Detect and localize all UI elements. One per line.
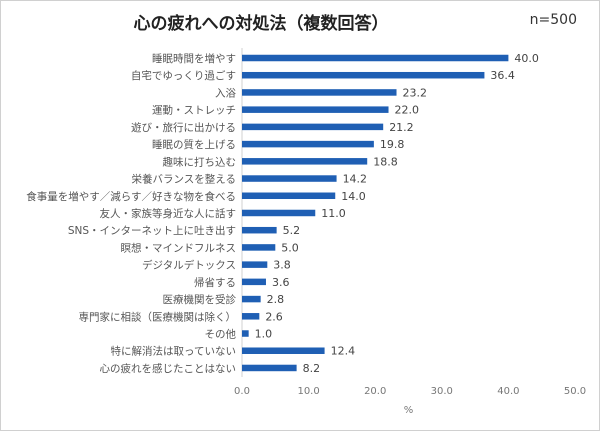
bar: [242, 330, 249, 337]
bar: [242, 364, 297, 372]
category-label: 運動・ストレッチ: [152, 104, 236, 117]
bar: [242, 158, 368, 165]
bar: [242, 54, 509, 62]
category-label: 栄養バランスを整える: [132, 173, 236, 186]
x-tick-label: 40.0: [497, 386, 519, 397]
bar: [242, 140, 374, 148]
bar: [242, 244, 276, 251]
category-label: 医療機関を受診: [163, 293, 237, 306]
category-label: 睡眠時間を増やす: [152, 52, 236, 65]
category-label: 瞑想・マインドフルネス: [121, 241, 237, 254]
category-label: SNS・インターネット上に吐き出す: [68, 224, 236, 237]
category-label: 食事量を増やす／減らす／好きな物を食べる: [26, 190, 236, 203]
bar: [242, 89, 397, 96]
category-label: 入浴: [215, 87, 236, 99]
x-tick-label: 30.0: [431, 386, 453, 397]
x-tick-label: 20.0: [364, 386, 386, 397]
bar: [242, 295, 261, 303]
category-label: 自宅でゆっくり過ごす: [131, 69, 236, 82]
category-label: デジタルデトックス: [142, 259, 236, 272]
data-label: 23.2: [403, 86, 428, 99]
bar: [242, 347, 325, 354]
bar: [242, 313, 260, 320]
category-label: 趣味に打ち込む: [163, 155, 237, 168]
data-label: 5.0: [281, 241, 299, 254]
data-label: 3.6: [272, 276, 290, 289]
data-label: 1.0: [255, 328, 273, 341]
data-label: 19.8: [380, 138, 405, 151]
x-axis-label: %: [404, 405, 414, 416]
bar: [242, 261, 268, 268]
bar: [242, 278, 266, 286]
bar: [242, 209, 316, 217]
x-tick-label: 0.0: [234, 386, 250, 397]
data-label: 8.2: [303, 362, 321, 375]
bar: [242, 192, 336, 200]
category-label: 専門家に相談（医療機関は除く）: [79, 310, 237, 323]
x-tick-label: 10.0: [297, 386, 319, 397]
category-label: その他: [205, 328, 237, 341]
data-label: 2.8: [267, 293, 285, 306]
data-label: 40.0: [514, 52, 539, 65]
data-label: 2.6: [265, 310, 283, 323]
data-label: 5.2: [283, 224, 301, 237]
bar: [242, 71, 485, 79]
data-label: 21.2: [389, 121, 414, 134]
data-label: 36.4: [490, 69, 515, 82]
x-tick-label: 50.0: [564, 386, 586, 397]
category-label: 特に解消法は取っていない: [111, 345, 236, 358]
bar: [242, 226, 277, 234]
category-label: 友人・家族等身近な人に話す: [100, 207, 237, 220]
category-label: 睡眠の質を上げる: [152, 138, 236, 151]
data-label: 22.0: [395, 104, 420, 117]
data-label: 14.0: [341, 190, 366, 203]
category-label: 帰省する: [194, 276, 236, 289]
bar: [242, 123, 384, 131]
bar: [242, 175, 337, 182]
data-label: 18.8: [373, 155, 398, 168]
sample-size: n=500: [529, 12, 577, 28]
category-label: 心の疲れを感じたことはない: [100, 362, 237, 375]
data-label: 3.8: [273, 259, 291, 272]
data-label: 12.4: [331, 345, 356, 358]
chart-title: 心の疲れへの対処法（複数回答）: [133, 14, 389, 34]
data-label: 14.2: [343, 173, 368, 186]
bar: [242, 106, 389, 113]
data-label: 11.0: [321, 207, 346, 220]
category-label: 遊び・旅行に出かける: [131, 121, 236, 134]
